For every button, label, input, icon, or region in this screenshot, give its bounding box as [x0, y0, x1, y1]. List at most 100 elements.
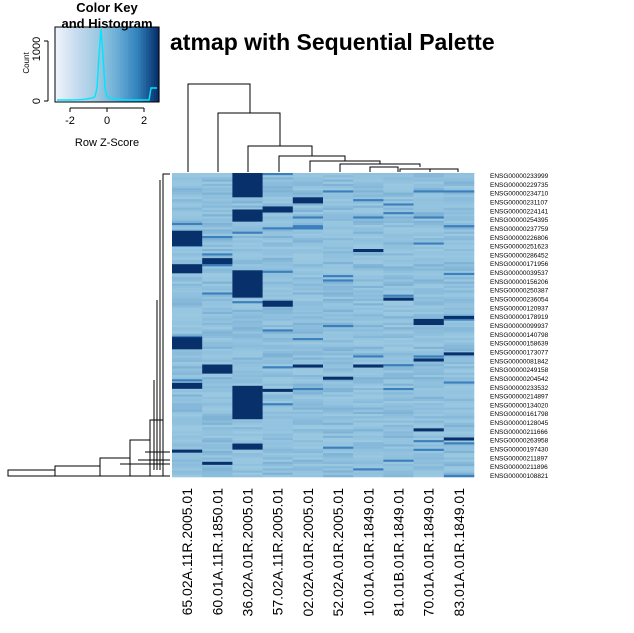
heatmap-cell [383, 229, 414, 232]
heatmap-cell [353, 214, 384, 217]
heatmap-cell [262, 433, 294, 437]
heatmap-cell [413, 416, 445, 419]
heatmap-cell [353, 222, 384, 226]
heatmap-cell [172, 272, 203, 276]
heatmap-cell [232, 433, 263, 437]
heatmap-cell [353, 398, 384, 402]
heatmap-cell [323, 351, 354, 354]
heatmap-cell [262, 173, 294, 176]
heatmap-cell [262, 342, 294, 345]
heatmap-cell [292, 370, 324, 374]
heatmap-cell [202, 429, 233, 432]
heatmap-cell [383, 374, 414, 378]
heatmap-cell [172, 259, 203, 263]
heatmap-cell [413, 407, 445, 410]
heatmap-cell [262, 314, 294, 317]
heatmap-cell [262, 357, 294, 361]
color-key: Color Key and Histogram 0 1000 Count -2 … [22, 0, 160, 149]
heatmap-cell [353, 305, 384, 308]
heatmap-cell [413, 440, 445, 443]
heatmap-cell [413, 227, 445, 230]
heatmap-cell [413, 351, 445, 354]
column-labels: 65.02A.11R.2005.01 60.01A.11R.1850.01 36.0… [179, 488, 467, 617]
heatmap-cell [413, 446, 445, 450]
heatmap-cell [443, 461, 475, 465]
heatmap-cell [413, 266, 445, 269]
heatmap-cell [202, 209, 233, 213]
row-label: ENSG00000211666 [490, 429, 548, 436]
row-label: ENSG00000158639 [490, 341, 549, 348]
heatmap-cell [232, 249, 263, 252]
color-key-swatch [60, 27, 64, 102]
heatmap-cell [262, 238, 294, 241]
heatmap-cell [353, 461, 384, 465]
heatmap-cell [232, 227, 263, 230]
heatmap-cell [292, 407, 324, 410]
heatmap-cell [292, 409, 324, 413]
heatmap-cell [232, 422, 263, 426]
heatmap-cell [353, 320, 384, 324]
heatmap-cell [202, 320, 233, 324]
heatmap-dark-cell [323, 376, 354, 380]
heatmap-cell [172, 327, 203, 330]
heatmap-cell [443, 216, 475, 219]
heatmap-cell [383, 318, 414, 321]
heatmap-cell [232, 431, 263, 434]
heatmap-cell [262, 218, 294, 222]
heatmap-cell [292, 335, 324, 339]
heatmap-cell [443, 240, 475, 243]
heatmap-cell [202, 435, 233, 439]
heatmap-cell [232, 314, 263, 317]
heatmap-cell [262, 455, 294, 458]
heatmap-cell [383, 444, 414, 447]
color-key-swatch [73, 27, 77, 102]
heatmap-cell [202, 381, 233, 384]
heatmap-cell [383, 216, 414, 219]
heatmap-dark-cell [172, 230, 203, 246]
heatmap-cell [443, 246, 475, 250]
heatmap-cell [323, 398, 354, 402]
color-key-swatch [107, 27, 111, 102]
heatmap-cell [383, 225, 414, 228]
heatmap-cell [292, 251, 324, 254]
heatmap-cell [443, 311, 475, 315]
heatmap-cell [383, 222, 414, 226]
heatmap-cell [202, 203, 233, 206]
heatmap-cell [383, 353, 414, 356]
heatmap-cell [202, 407, 233, 410]
heatmap-cell [383, 327, 414, 330]
color-key-xtick-neg2: -2 [65, 115, 75, 127]
heatmap-cell [353, 361, 384, 365]
heatmap-cell [413, 361, 445, 365]
heatmap-grid [172, 173, 475, 478]
heatmap-cell [323, 370, 354, 374]
heatmap-cell [323, 186, 354, 189]
heatmap-cell [383, 377, 414, 380]
heatmap-cell [202, 240, 233, 243]
heatmap-cell [443, 285, 475, 289]
heatmap-cell [172, 177, 203, 180]
heatmap-cell [353, 294, 384, 298]
heatmap-cell [323, 437, 354, 441]
color-key-swatch [57, 27, 61, 102]
heatmap-cell [292, 383, 324, 387]
heatmap-cell [323, 203, 354, 206]
heatmap-cell [383, 455, 414, 458]
heatmap-cell [202, 255, 233, 258]
color-key-swatch [146, 27, 150, 102]
heatmap-cell [262, 422, 294, 426]
heatmap-cell [383, 199, 414, 202]
heatmap-cell [413, 472, 445, 476]
heatmap-cell [262, 340, 294, 343]
heatmap-cell [262, 203, 294, 206]
color-key-swatch [99, 27, 103, 102]
heatmap-dark-cell [353, 364, 384, 368]
color-key-swatch [138, 27, 142, 102]
heatmap-cell [353, 264, 384, 267]
heatmap-cell [413, 216, 445, 219]
heatmap-cell [383, 177, 414, 180]
heatmap-cell [443, 466, 475, 469]
heatmap-cell [443, 344, 475, 348]
heatmap-cell [292, 225, 324, 228]
heatmap-cell [323, 275, 354, 278]
